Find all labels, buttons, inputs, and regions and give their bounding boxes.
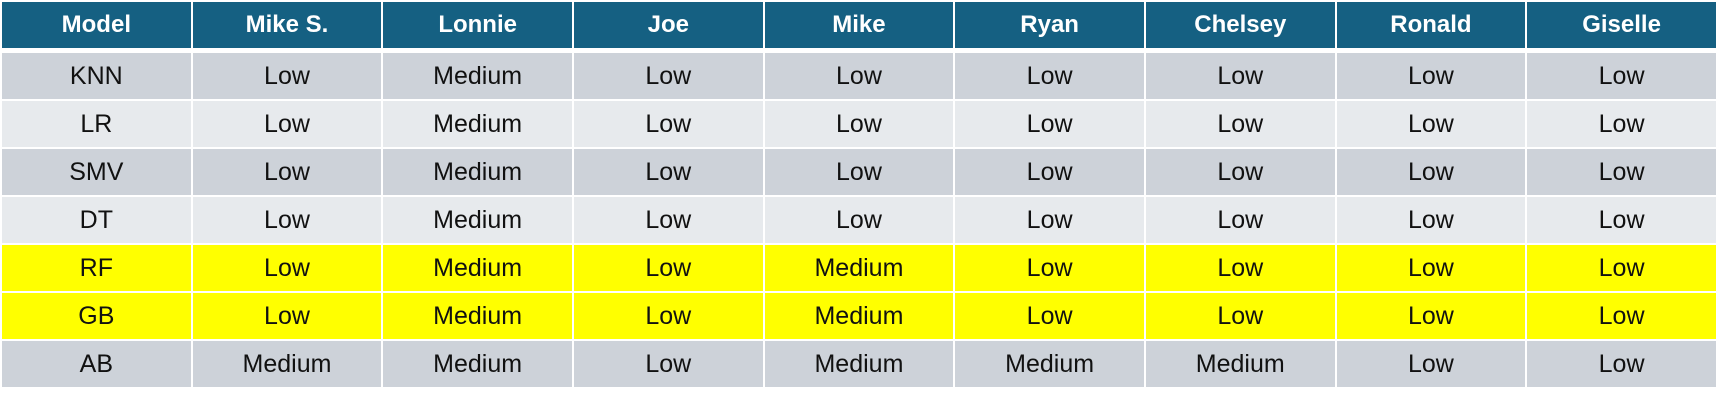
rating-cell: Medium [1143, 339, 1337, 389]
rating-cell: Medium [381, 147, 574, 197]
rating-cell: Low [1525, 195, 1716, 245]
rating-cell: Low [1334, 49, 1528, 101]
header-giselle: Giselle [1525, 0, 1716, 53]
rating-cell: Low [571, 99, 765, 149]
header-ryan: Ryan [953, 0, 1146, 53]
rating-cell: Medium [953, 339, 1146, 389]
rating-cell: Medium [381, 49, 574, 101]
rating-cell: Low [1334, 99, 1528, 149]
table-header: Model Mike S. Lonnie Joe Mike Ryan Chels… [0, 0, 1716, 53]
rating-cell: Low [190, 99, 384, 149]
header-model: Model [0, 0, 193, 53]
rating-cell: Medium [381, 99, 574, 149]
rating-cell: Low [1143, 243, 1337, 293]
header-lonnie: Lonnie [381, 0, 574, 53]
header-chelsey: Chelsey [1143, 0, 1337, 53]
rating-cell: Low [762, 99, 956, 149]
rating-cell: Low [1525, 49, 1716, 101]
rating-cell: Low [953, 49, 1146, 101]
rating-cell: Low [762, 147, 956, 197]
rating-cell: Medium [762, 243, 956, 293]
model-rating-table: Model Mike S. Lonnie Joe Mike Ryan Chels… [0, 0, 1716, 389]
header-joe: Joe [571, 0, 765, 53]
rating-cell: Medium [190, 339, 384, 389]
rating-cell: Low [953, 195, 1146, 245]
model-name-cell: LR [0, 99, 193, 149]
rating-cell: Medium [381, 291, 574, 341]
model-name-cell: RF [0, 243, 193, 293]
rating-cell: Medium [381, 195, 574, 245]
rating-cell: Low [571, 243, 765, 293]
rating-cell: Low [953, 147, 1146, 197]
table-row: DT Low Medium Low Low Low Low Low Low [0, 195, 1716, 245]
model-name-cell: DT [0, 195, 193, 245]
rating-cell: Low [953, 99, 1146, 149]
table-row: SMV Low Medium Low Low Low Low Low Low [0, 147, 1716, 197]
rating-cell: Low [1334, 195, 1528, 245]
rating-cell: Low [1525, 99, 1716, 149]
rating-cell: Low [190, 243, 384, 293]
table-row: GB Low Medium Low Medium Low Low Low Low [0, 291, 1716, 341]
rating-cell: Low [1143, 99, 1337, 149]
rating-cell: Low [1334, 243, 1528, 293]
rating-cell: Low [571, 49, 765, 101]
table-row: AB Medium Medium Low Medium Medium Medium Low Lo… [0, 339, 1716, 389]
table-row: RF Low Medium Low Medium Low Low Low Low [0, 243, 1716, 293]
rating-cell: Low [1143, 291, 1337, 341]
model-name-cell: GB [0, 291, 193, 341]
rating-cell: Low [1334, 291, 1528, 341]
rating-cell: Low [1525, 243, 1716, 293]
rating-cell: Low [1525, 147, 1716, 197]
rating-cell: Low [1525, 339, 1716, 389]
header-ronald: Ronald [1334, 0, 1528, 53]
rating-cell: Low [190, 195, 384, 245]
header-mike: Mike [762, 0, 956, 53]
rating-cell: Low [953, 243, 1146, 293]
header-row: Model Mike S. Lonnie Joe Mike Ryan Chels… [0, 0, 1716, 53]
rating-cell: Medium [762, 291, 956, 341]
rating-cell: Low [571, 147, 765, 197]
rating-cell: Low [1143, 147, 1337, 197]
table-row: LR Low Medium Low Low Low Low Low Low [0, 99, 1716, 149]
rating-cell: Low [1334, 339, 1528, 389]
rating-cell: Low [190, 147, 384, 197]
rating-cell: Medium [762, 339, 956, 389]
model-name-cell: SMV [0, 147, 193, 197]
rating-cell: Low [762, 49, 956, 101]
rating-cell: Low [762, 195, 956, 245]
rating-cell: Low [571, 291, 765, 341]
rating-cell: Low [1143, 49, 1337, 101]
rating-cell: Low [1143, 195, 1337, 245]
rating-cell: Low [571, 339, 765, 389]
table-body: KNN Low Medium Low Low Low Low Low Low LR Low Mediu… [0, 49, 1716, 389]
model-name-cell: AB [0, 339, 193, 389]
rating-cell: Low [1334, 147, 1528, 197]
rating-cell: Medium [381, 339, 574, 389]
rating-cell: Medium [381, 243, 574, 293]
rating-cell: Low [1525, 291, 1716, 341]
model-name-cell: KNN [0, 49, 193, 101]
table-row: KNN Low Medium Low Low Low Low Low Low [0, 49, 1716, 101]
rating-cell: Low [190, 49, 384, 101]
header-mike-s: Mike S. [190, 0, 384, 53]
rating-cell: Low [571, 195, 765, 245]
rating-cell: Low [190, 291, 384, 341]
rating-cell: Low [953, 291, 1146, 341]
